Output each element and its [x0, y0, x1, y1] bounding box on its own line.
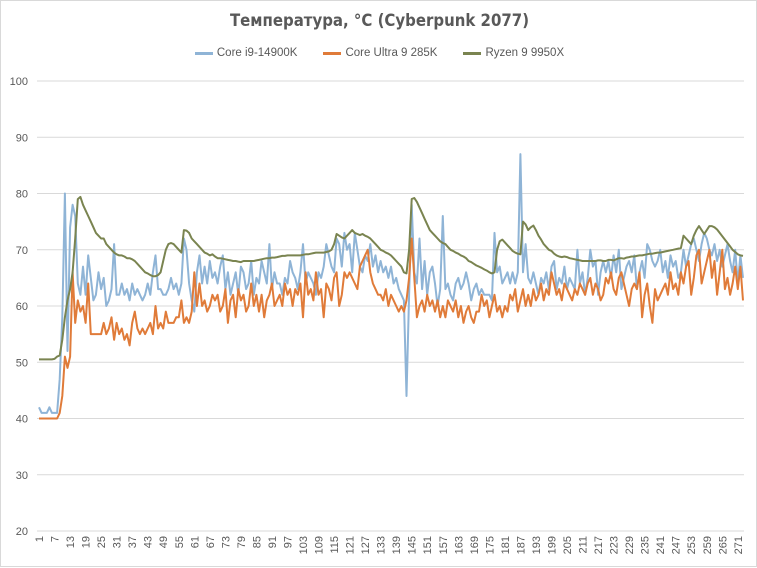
x-tick-label: 121: [345, 536, 357, 554]
x-tick-label: 19: [81, 536, 93, 548]
x-tick-label: 139: [391, 536, 403, 554]
x-tick-label: 1: [34, 536, 46, 542]
x-tick-label: 271: [733, 536, 745, 554]
x-tick-label: 211: [578, 536, 590, 554]
legend-item: Core Ultra 9 285K: [323, 47, 437, 59]
x-tick-label: 223: [609, 536, 621, 554]
y-tick-label: 30: [16, 470, 28, 482]
x-tick-label: 103: [298, 536, 310, 554]
x-tick-label: 13: [65, 536, 77, 548]
series-line-core-i9-14900k: [38, 153, 744, 414]
x-tick-label: 115: [329, 536, 341, 554]
x-tick-label: 259: [702, 536, 714, 554]
y-tick-label: 50: [16, 357, 28, 369]
y-tick-label: 80: [16, 189, 28, 201]
legend-label: Ryzen 9 9950X: [485, 47, 565, 59]
x-tick-label: 37: [127, 536, 139, 548]
x-tick-label: 55: [174, 536, 186, 548]
chart-title: Температура, °C (Cyberpunk 2077): [229, 11, 530, 31]
legend: Core i9-14900K Core Ultra 9 285K Ryzen 9…: [1, 47, 757, 59]
x-tick-label: 241: [655, 536, 667, 554]
x-tick-label: 49: [158, 536, 170, 548]
x-tick-label: 175: [484, 536, 496, 554]
x-tick-label: 79: [236, 536, 248, 548]
y-tick-label: 90: [16, 132, 28, 144]
x-tick-label: 163: [453, 536, 465, 554]
x-tick-label: 73: [220, 536, 232, 548]
x-tick-label: 97: [282, 536, 294, 548]
y-tick-label: 70: [16, 245, 28, 257]
x-tick-label: 247: [671, 536, 683, 554]
legend-item: Ryzen 9 9950X: [463, 47, 564, 59]
y-tick-label: 20: [16, 526, 28, 538]
x-tick-label: 127: [360, 536, 372, 554]
x-tick-label: 253: [686, 536, 698, 554]
x-tick-label: 235: [640, 536, 652, 554]
legend-swatch: [194, 51, 213, 55]
x-tick-label: 145: [407, 536, 419, 554]
series-line-core-ultra-9-285k: [39, 237, 744, 420]
x-tick-label: 61: [189, 536, 201, 548]
x-tick-label: 157: [438, 536, 450, 554]
legend-item: Core i9-14900K: [194, 47, 298, 59]
legend-label: Core Ultra 9 285K: [345, 47, 438, 59]
x-tick-label: 205: [562, 536, 574, 554]
legend-swatch: [463, 51, 482, 55]
x-tick-label: 43: [143, 536, 155, 548]
x-tick-label: 217: [593, 536, 605, 554]
x-tick-label: 169: [469, 536, 481, 554]
legend-label: Core i9-14900K: [216, 47, 298, 59]
y-tick-label: 100: [10, 76, 28, 88]
x-tick-label: 31: [112, 536, 124, 548]
x-tick-label: 181: [500, 536, 512, 554]
x-tick-label: 133: [376, 536, 388, 554]
x-tick-label: 25: [96, 536, 108, 548]
x-tick-label: 229: [624, 536, 636, 554]
x-tick-label: 199: [546, 536, 558, 554]
x-tick-label: 193: [531, 536, 543, 554]
x-tick-label: 85: [251, 536, 263, 548]
y-tick-label: 40: [16, 414, 28, 426]
y-tick-label: 60: [16, 301, 28, 313]
x-tick-label: 7: [50, 536, 62, 542]
series-line-ryzen-9-9950x: [39, 195, 744, 361]
x-tick-label: 91: [267, 536, 279, 548]
x-tick-label: 67: [205, 536, 217, 548]
x-tick-label: 187: [515, 536, 527, 554]
x-tick-label: 265: [717, 536, 729, 554]
x-tick-label: 109: [314, 536, 326, 554]
x-tick-label: 151: [422, 536, 434, 554]
legend-swatch: [323, 51, 342, 55]
